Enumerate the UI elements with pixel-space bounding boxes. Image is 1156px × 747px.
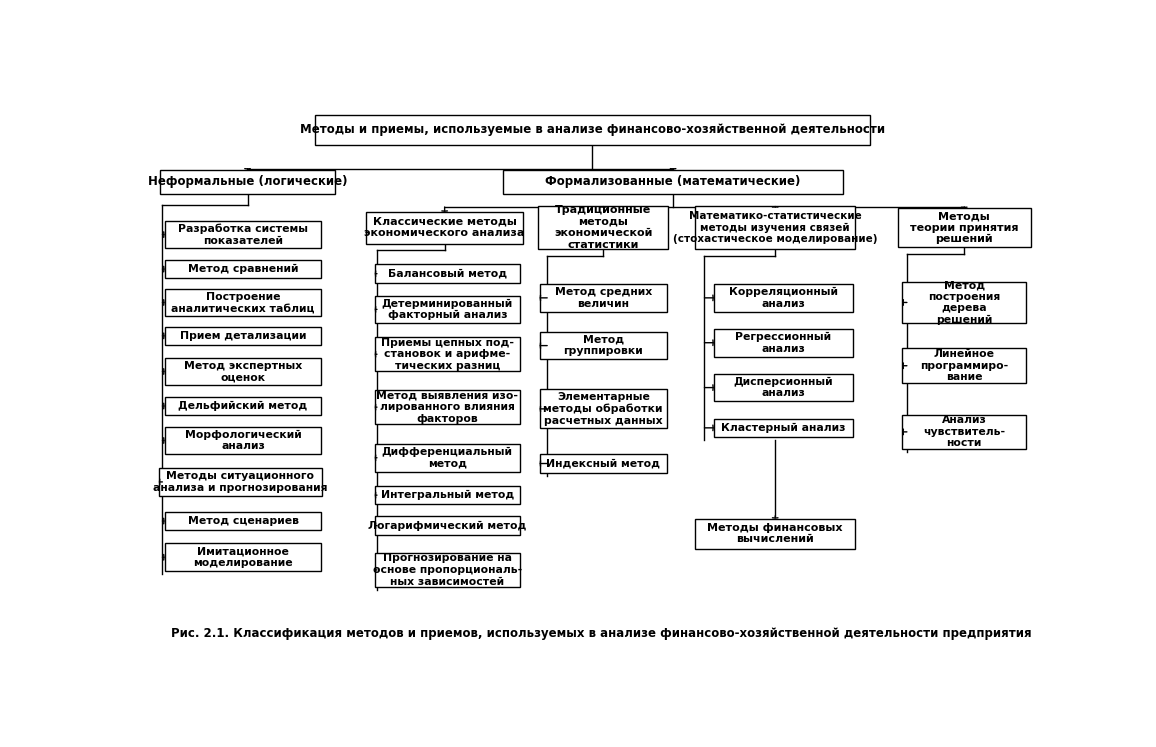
Bar [375,337,520,371]
Text: Метод выявления изо-
лированного влияния
факторов: Метод выявления изо- лированного влияния… [377,391,518,424]
Bar [164,326,321,345]
Text: Метод сценариев: Метод сценариев [187,516,298,526]
Text: Методы и приемы, используемые в анализе финансово-хозяйственной деятельности: Методы и приемы, используемые в анализе … [299,123,885,137]
Bar [696,206,855,249]
Bar [164,288,321,316]
Bar [164,221,321,249]
Bar [898,208,1030,247]
Bar [375,516,520,535]
Bar [696,518,855,548]
Text: Морфологический
анализ: Морфологический анализ [185,430,302,451]
Text: Индексный метод: Индексный метод [546,459,660,468]
Text: Прогнозирование на
основе пропорциональ-
ных зависимостей: Прогнозирование на основе пропорциональ-… [372,554,523,586]
Bar [164,512,321,530]
Text: Методы финансовых
вычислений: Методы финансовых вычислений [707,523,843,545]
Bar [903,282,1027,323]
Text: Традиционные
методы
экономической
статистики: Традиционные методы экономической статис… [554,205,652,250]
Text: Приемы цепных под-
становок и арифме-
тических разниц: Приемы цепных под- становок и арифме- ти… [380,338,513,371]
Text: Метод
построения
дерева
решений: Метод построения дерева решений [928,280,1000,325]
Text: Рис. 2.1. Классификация методов и приемов, используемых в анализе финансово-хозя: Рис. 2.1. Классификация методов и приемо… [171,627,1032,639]
Text: Классические методы
экономического анализа: Классические методы экономического анали… [364,217,525,238]
Text: Прием детализации: Прием детализации [180,331,306,341]
Text: Линейное
программиро-
вание: Линейное программиро- вание [920,349,1008,382]
Text: Построение
аналитических таблиц: Построение аналитических таблиц [171,291,314,313]
Bar [540,332,667,359]
Text: Формализованные (математические): Формализованные (математические) [546,175,801,188]
Bar [539,206,668,249]
Bar [164,260,321,279]
Bar [164,544,321,571]
Bar [375,390,520,424]
Bar [714,418,853,437]
Text: Дифференциальный
метод: Дифференциальный метод [381,447,513,468]
Bar [714,374,853,401]
Bar [161,170,335,193]
Bar [375,486,520,504]
Bar [158,468,321,496]
Text: Разработка системы
показателей: Разработка системы показателей [178,223,307,246]
Text: Методы
теории принятия
решений: Методы теории принятия решений [910,211,1018,244]
Bar [314,115,870,145]
Text: Математико-статистические
методы изучения связей
(стохастическое моделирование): Математико-статистические методы изучени… [673,211,877,244]
Text: Метод экспертных
оценок: Метод экспертных оценок [184,361,302,382]
Text: Регрессионный
анализ: Регрессионный анализ [735,332,831,353]
Bar [714,284,853,311]
Bar [375,296,520,323]
Text: Имитационное
моделирование: Имитационное моделирование [193,547,292,568]
Bar [714,329,853,356]
Text: Метод средних
величин: Метод средних величин [555,287,652,309]
Bar [375,553,520,587]
Bar [540,389,667,429]
Bar [540,284,667,311]
Text: Интегральный метод: Интегральный метод [380,490,514,500]
Bar [164,358,321,385]
Bar [503,170,844,193]
Text: Кластерный анализ: Кластерный анализ [721,423,845,433]
Text: Корреляционный
анализ: Корреляционный анализ [728,287,838,309]
Bar [375,444,520,471]
Text: Метод
группировки: Метод группировки [563,335,643,356]
Text: Элементарные
методы обработки
расчетных данных: Элементарные методы обработки расчетных … [543,392,662,426]
Text: Балансовый метод: Балансовый метод [387,269,506,279]
Text: Логарифмический метод: Логарифмический метод [368,521,526,530]
Text: Детерминированный
факторный анализ: Детерминированный факторный анализ [381,299,513,320]
Bar [903,348,1027,383]
Text: Метод сравнений: Метод сравнений [187,264,298,274]
Text: Анализ
чувствитель-
ности: Анализ чувствитель- ности [924,415,1006,448]
Text: Дисперсионный
анализ: Дисперсионный анализ [733,376,833,398]
Bar [164,427,321,454]
Bar [366,212,523,244]
Bar [164,397,321,415]
Text: Неформальные (логические): Неформальные (логические) [148,175,347,188]
Bar [540,454,667,473]
Bar [903,415,1027,449]
Text: Методы ситуационного
анализа и прогнозирования: Методы ситуационного анализа и прогнозир… [153,471,327,493]
Bar [375,264,520,283]
Text: Дельфийский метод: Дельфийский метод [178,401,307,411]
